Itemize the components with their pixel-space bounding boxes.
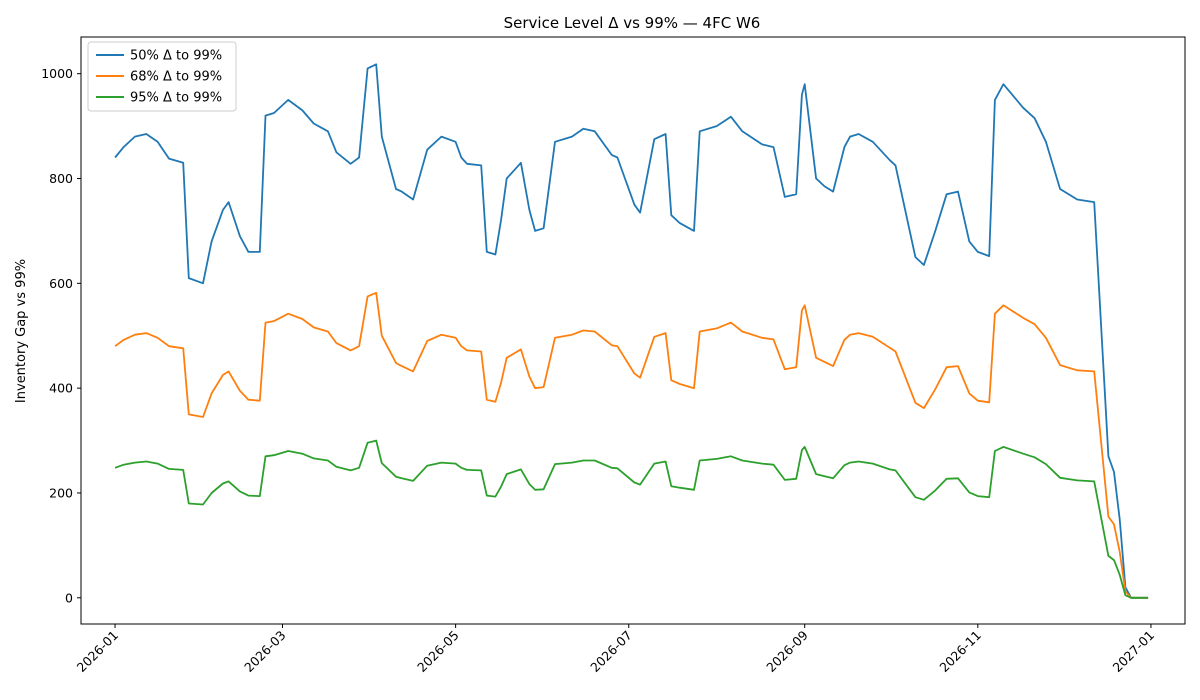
chart-title: Service Level Δ vs 99% — 4FC W6 [504, 14, 761, 32]
y-axis: 0 200 400 600 800 1000 [41, 66, 81, 605]
legend-label-1: 50% Δ to 99% [130, 49, 222, 64]
y-tick-label: 400 [49, 381, 73, 396]
y-tick-label: 600 [49, 276, 73, 291]
plot-area-frame [80, 36, 1186, 625]
y-tick-label: 1000 [41, 66, 73, 81]
series-line-3 [114, 439, 1149, 599]
legend-label-2: 68% Δ to 99% [130, 70, 222, 85]
legend-label-3: 95% Δ to 99% [130, 91, 222, 106]
series-line-2 [114, 291, 1149, 599]
series-line-1 [114, 63, 1149, 599]
y-tick-label: 0 [65, 590, 73, 605]
legend: 50% Δ to 99% 68% Δ to 99% 95% Δ to 99% [87, 41, 237, 112]
legend-box [87, 41, 237, 112]
plot-lines [114, 63, 1149, 599]
y-axis-label: Inventory Gap vs 99% [14, 259, 29, 403]
y-tick-label: 200 [49, 485, 73, 500]
y-tick-label: 800 [49, 171, 73, 186]
